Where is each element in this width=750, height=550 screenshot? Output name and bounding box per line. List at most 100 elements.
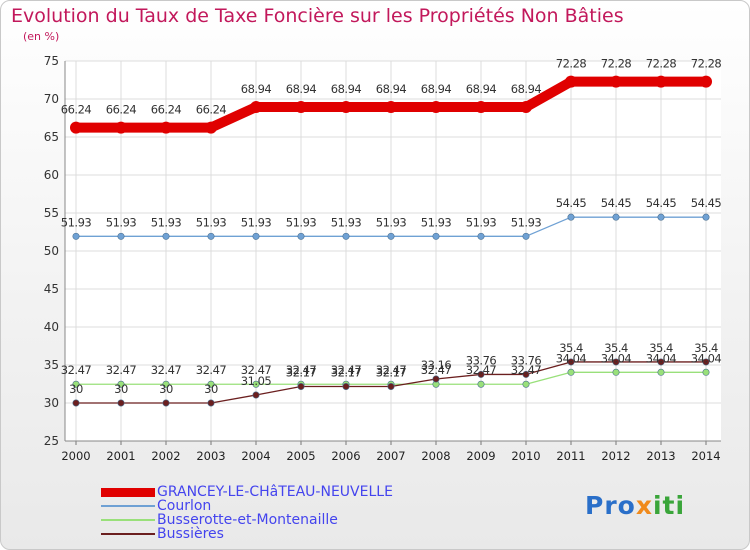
data-point [702,213,710,221]
data-point [117,399,125,407]
data-point [115,121,127,134]
data-label: 51.93 [286,215,317,229]
data-label: 32.47 [106,363,137,377]
data-point [342,232,350,240]
data-label: 34.04 [691,351,722,365]
data-point [295,101,307,114]
x-tick-label: 2011 [556,449,585,463]
data-label: 32.47 [331,363,362,377]
y-unit-label: (en %) [23,30,60,43]
data-point [72,232,80,240]
data-point [477,370,485,378]
x-tick-label: 2002 [151,449,180,463]
data-label: 51.93 [421,215,452,229]
data-label: 32.17 [286,366,317,380]
data-point [432,375,440,383]
data-point [162,232,170,240]
data-point [612,368,620,376]
data-point [205,121,217,134]
data-point [117,232,125,240]
data-point [387,232,395,240]
x-tick-label: 2010 [511,449,540,463]
logo-part-2: x [635,491,653,520]
data-point [610,75,622,88]
data-point [252,380,260,388]
x-tick-label: 2004 [241,449,270,463]
data-label: 51.93 [466,215,497,229]
data-label: 34.04 [646,351,677,365]
data-point [160,121,172,134]
data-point [162,399,170,407]
data-label: 32.47 [376,363,407,377]
y-tick-label: 65 [44,130,59,144]
data-point [432,232,440,240]
data-label: 32.47 [286,363,317,377]
data-point [297,232,305,240]
data-point [342,383,350,391]
data-label: 51.93 [331,215,362,229]
data-label: 66.24 [151,103,182,117]
data-point [700,75,712,88]
data-label: 33.16 [421,358,452,372]
data-label: 33.76 [466,353,497,367]
data-point [252,391,260,399]
data-label: 32.47 [241,363,272,377]
x-tick-label: 2008 [421,449,450,463]
data-label: 54.45 [556,196,587,210]
data-label: 32.47 [466,363,497,377]
data-label: 30 [114,382,128,396]
x-tick-label: 2013 [646,449,675,463]
y-tick-label: 70 [44,92,59,106]
data-point [522,232,530,240]
data-label: 30 [69,382,83,396]
y-tick-label: 25 [44,434,59,448]
data-label: 51.93 [241,215,272,229]
y-tick-label: 60 [44,168,59,182]
data-point [522,380,530,388]
proxiti-logo: Proxiti [585,491,685,520]
data-point [250,101,262,114]
data-label: 35.4 [694,341,718,355]
data-point [162,380,170,388]
data-point [297,383,305,391]
legend-swatch [101,519,155,521]
data-label: 35.4 [604,341,628,355]
data-point [565,75,577,88]
data-label: 72.28 [556,57,587,71]
data-point [567,213,575,221]
data-point [655,75,667,88]
data-label: 66.24 [196,103,227,117]
data-point [657,368,665,376]
data-point [477,232,485,240]
legend-item: Bussières [101,527,393,541]
legend-item: Courlon [101,499,393,513]
x-tick-label: 2007 [376,449,405,463]
data-label: 51.93 [106,215,137,229]
y-tick-label: 30 [44,396,59,410]
data-label: 32.17 [376,366,407,380]
chart-title: Evolution du Taux de Taxe Foncière sur l… [11,5,624,27]
y-tick-label: 55 [44,206,59,220]
data-label: 72.28 [601,57,632,71]
data-label: 68.94 [241,82,272,96]
data-label: 68.94 [376,82,407,96]
data-label: 66.24 [106,103,137,117]
data-label: 34.04 [601,351,632,365]
data-point [567,368,575,376]
data-point [385,101,397,114]
y-tick-label: 45 [44,282,59,296]
x-tick-label: 2014 [691,449,720,463]
legend-label: Busserotte-et-Montenaille [157,512,338,528]
legend-swatch [101,487,155,497]
x-tick-label: 2000 [61,449,90,463]
data-point [657,358,665,366]
data-label: 30 [159,382,173,396]
legend-label: GRANCEY-LE-CHâTEAU-NEUVELLE [157,484,393,500]
data-point [702,358,710,366]
data-label: 68.94 [286,82,317,96]
data-point [207,399,215,407]
data-point [70,121,82,134]
x-tick-label: 2006 [331,449,360,463]
